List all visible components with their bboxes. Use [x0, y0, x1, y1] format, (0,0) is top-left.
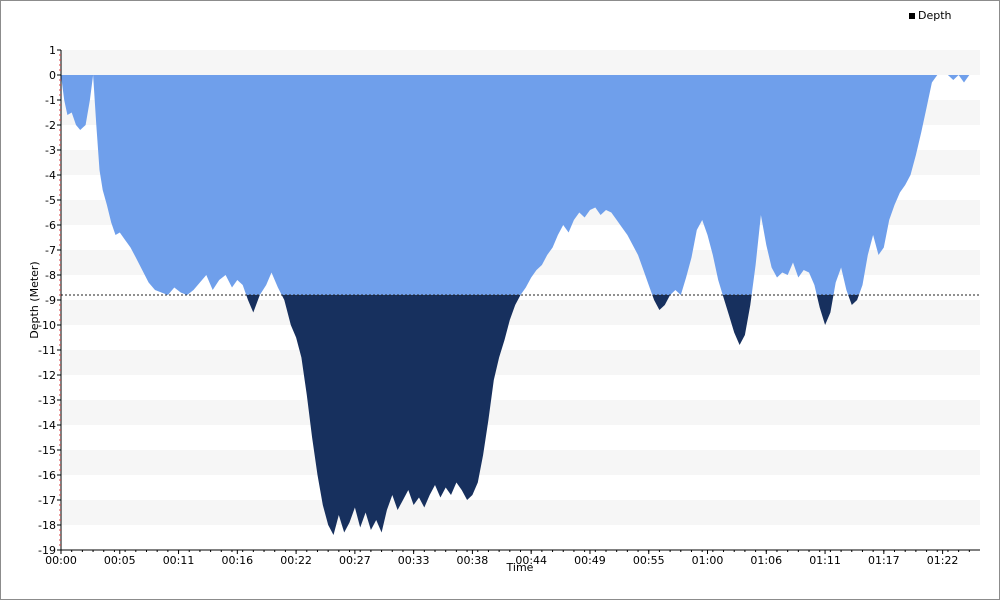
y-tick-label: -4: [45, 169, 56, 182]
y-tick-label: -13: [38, 394, 56, 407]
y-tick-label: -3: [45, 144, 56, 157]
x-tick-label: 00:22: [280, 554, 312, 567]
y-tick-label: 1: [49, 44, 56, 57]
grid-band: [61, 500, 980, 525]
y-tick-label: -18: [38, 519, 56, 532]
depth-area-deep: [167, 295, 859, 535]
legend-swatch: [909, 12, 915, 19]
grid-band: [61, 400, 980, 425]
y-axis: 1 0 -1 -2 -3 -4 -5 -6 -7 -8 -9 -10 -11 -12 -13 -14 -15 -1…: [38, 44, 62, 557]
x-tick-label: 00:55: [633, 554, 665, 567]
y-tick-label: -16: [38, 469, 56, 482]
x-tick-label: 00:00: [45, 554, 77, 567]
depth-area-shallow: [61, 75, 970, 295]
x-tick-label: 00:33: [398, 554, 430, 567]
y-tick-label: -15: [38, 444, 56, 457]
grid-band: [61, 300, 980, 325]
legend-label: Depth: [918, 9, 952, 22]
y-tick-label: -14: [38, 419, 56, 432]
x-axis: 00:00 00:05 00:11 00:16 00:22 00:27 00:33 00:38…: [45, 549, 980, 567]
y-tick-label: -7: [45, 244, 56, 257]
y-tick-label: -17: [38, 494, 56, 507]
y-tick-label: -5: [45, 194, 56, 207]
y-tick-label: -8: [45, 269, 56, 282]
x-axis-label: Time: [506, 561, 534, 574]
grid-band: [61, 450, 980, 475]
y-tick-label: -1: [45, 94, 56, 107]
x-tick-label: 00:44: [515, 554, 547, 567]
x-tick-label: 00:05: [104, 554, 136, 567]
y-tick-label: -12: [38, 369, 56, 382]
y-tick-label: -11: [38, 344, 56, 357]
y-axis-label: Depth (Meter): [28, 261, 41, 338]
x-tick-label: 01:11: [809, 554, 841, 567]
y-tick-label: 0: [49, 69, 56, 82]
depth-area: [61, 75, 980, 535]
grid-band: [61, 50, 980, 75]
y-tick-label: -19: [38, 544, 56, 557]
x-tick-label: 00:27: [339, 554, 371, 567]
x-tick-label: 00:11: [163, 554, 195, 567]
y-tick-label: -9: [45, 294, 56, 307]
x-tick-label: 01:22: [927, 554, 959, 567]
x-tick-label: 01:06: [750, 554, 782, 567]
y-tick-label: -2: [45, 119, 56, 132]
y-tick-label: -6: [45, 219, 56, 232]
x-tick-label: 00:16: [221, 554, 253, 567]
x-tick-label: 00:38: [457, 554, 489, 567]
y-tick-label: -10: [38, 319, 56, 332]
x-tick-label: 00:49: [574, 554, 606, 567]
grid-band: [61, 350, 980, 375]
x-tick-label: 01:17: [868, 554, 900, 567]
x-tick-label: 01:00: [692, 554, 724, 567]
legend: Depth: [909, 9, 952, 22]
